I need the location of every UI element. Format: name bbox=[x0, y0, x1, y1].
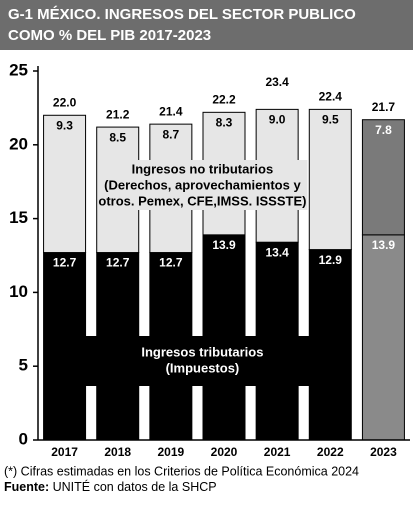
chart-title: G-1 MÉXICO. INGRESOS DEL SECTOR PUBLICO bbox=[8, 6, 356, 23]
value-label: 12.7 bbox=[53, 256, 77, 270]
x-tick-label: 2018 bbox=[104, 445, 131, 459]
title-background bbox=[0, 0, 413, 50]
source-label: Fuente: bbox=[4, 480, 49, 494]
bar-segment bbox=[361, 119, 405, 236]
value-label: 13.9 bbox=[212, 238, 236, 252]
annotation: Ingresos no tributarios bbox=[132, 161, 274, 176]
bar-segment bbox=[43, 114, 87, 254]
annotation-box bbox=[97, 160, 308, 210]
annotation: (Impuestos) bbox=[166, 360, 240, 375]
value-label: 12.7 bbox=[159, 256, 183, 270]
value-label: 8.7 bbox=[163, 127, 180, 141]
x-tick-label: 2020 bbox=[211, 445, 238, 459]
annotation: Ingresos tributarios bbox=[141, 344, 263, 359]
value-label: 7.8 bbox=[375, 123, 392, 137]
x-tick-label: 2023 bbox=[370, 445, 397, 459]
value-label: 12.7 bbox=[106, 256, 130, 270]
bar-segment bbox=[308, 108, 352, 251]
total-label: 21.4 bbox=[159, 104, 183, 118]
value-label: 9.0 bbox=[269, 113, 286, 127]
y-tick-label: 0 bbox=[19, 429, 28, 448]
total-label: 23.4 bbox=[265, 75, 289, 89]
y-tick-label: 5 bbox=[19, 356, 28, 375]
total-label: 21.2 bbox=[106, 107, 130, 121]
x-tick-label: 2021 bbox=[264, 445, 291, 459]
y-tick-label: 10 bbox=[9, 282, 28, 301]
bar-segment bbox=[361, 234, 405, 441]
annotation: otros. Pemex, CFE,IMSS. ISSSTE) bbox=[98, 193, 306, 208]
value-label: 8.5 bbox=[109, 130, 126, 144]
y-tick-label: 25 bbox=[9, 60, 28, 79]
value-label: 13.4 bbox=[265, 245, 289, 259]
value-label: 13.9 bbox=[372, 238, 396, 252]
x-tick-label: 2019 bbox=[158, 445, 185, 459]
value-label: 9.5 bbox=[322, 113, 339, 127]
source-text: UNITÉ con datos de la SHCP bbox=[53, 479, 217, 494]
source: Fuente: UNITÉ con datos de la SHCP bbox=[4, 479, 217, 494]
chart-title: COMO % DEL PIB 2017-2023 bbox=[8, 27, 211, 44]
x-tick-label: 2017 bbox=[51, 445, 78, 459]
annotation-box bbox=[72, 336, 333, 386]
value-label: 9.3 bbox=[56, 118, 73, 132]
footnote: (*) Cifras estimadas en los Criterios de… bbox=[4, 464, 359, 478]
annotation: (Derechos, aprovechamientos y bbox=[104, 177, 301, 192]
value-label: 8.3 bbox=[216, 115, 233, 129]
total-label: 22.2 bbox=[212, 92, 236, 106]
y-tick-label: 15 bbox=[9, 208, 28, 227]
total-label: 22.0 bbox=[53, 95, 77, 109]
y-tick-label: 20 bbox=[9, 134, 28, 153]
x-tick-label: 2022 bbox=[317, 445, 344, 459]
total-label: 22.4 bbox=[319, 90, 343, 104]
value-label: 12.9 bbox=[319, 253, 343, 267]
total-label: 21.7 bbox=[372, 100, 396, 114]
